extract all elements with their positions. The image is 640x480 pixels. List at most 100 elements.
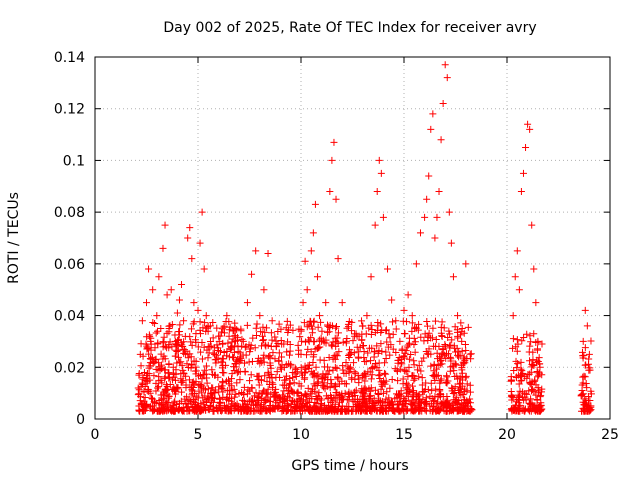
noise-mark (202, 327, 210, 335)
noise-mark (139, 407, 147, 415)
noise-mark (362, 330, 370, 338)
noise-mark (537, 399, 545, 407)
noise-mark (514, 396, 522, 404)
noise-mark (159, 343, 167, 351)
noise-mark (382, 327, 390, 335)
data-point (159, 244, 167, 252)
noise-mark (455, 406, 463, 414)
noise-mark (240, 383, 248, 391)
noise-mark (196, 318, 204, 326)
noise-mark (147, 346, 155, 354)
noise-mark (368, 365, 376, 373)
noise-mark (252, 389, 260, 397)
noise-mark (536, 393, 544, 401)
noise-mark (585, 366, 593, 374)
noise-mark (467, 350, 475, 358)
noise-mark (447, 355, 455, 363)
noise-mark (455, 348, 463, 356)
noise-mark (519, 369, 527, 377)
noise-mark (222, 317, 230, 325)
noise-mark (171, 387, 179, 395)
noise-mark (260, 351, 268, 359)
noise-mark (152, 399, 160, 407)
noise-mark (382, 354, 390, 362)
noise-mark (389, 345, 397, 353)
noise-mark (264, 385, 272, 393)
data-point (268, 317, 276, 325)
noise-mark (149, 318, 157, 326)
noise-mark (333, 352, 341, 360)
noise-mark (434, 371, 442, 379)
data-point (307, 247, 315, 255)
noise-mark (271, 388, 279, 396)
noise-mark (269, 383, 277, 391)
noise-mark (321, 363, 329, 371)
noise-mark (400, 352, 408, 360)
noise-mark (530, 330, 538, 338)
noise-mark (409, 388, 417, 396)
noise-mark (451, 397, 459, 405)
noise-mark (436, 353, 444, 361)
noise-mark (408, 319, 416, 327)
noise-mark (233, 369, 241, 377)
noise-mark (343, 324, 351, 332)
noise-mark (349, 397, 357, 405)
noise-mark (444, 350, 452, 358)
noise-mark (243, 390, 251, 398)
data-point (346, 363, 354, 371)
noise-mark (182, 372, 190, 380)
data-point (511, 273, 519, 281)
noise-mark (461, 399, 469, 407)
data-point (408, 312, 416, 320)
noise-mark (414, 402, 422, 410)
noise-mark (138, 379, 146, 387)
noise-mark (165, 360, 173, 368)
noise-mark (420, 354, 428, 362)
noise-mark (308, 322, 316, 330)
noise-mark (323, 321, 331, 329)
noise-mark (201, 319, 209, 327)
noise-mark (330, 394, 338, 402)
noise-mark (513, 364, 521, 372)
noise-mark (411, 375, 419, 383)
noise-mark (405, 363, 413, 371)
y-tick-label: 0.12 (54, 102, 85, 118)
noise-mark (208, 366, 216, 374)
noise-mark (230, 363, 238, 371)
noise-mark (272, 391, 280, 399)
noise-mark (280, 387, 288, 395)
noise-mark (534, 407, 542, 415)
noise-mark (303, 323, 311, 331)
data-point (231, 325, 239, 332)
noise-mark (394, 377, 402, 385)
noise-mark (521, 407, 529, 415)
noise-mark (324, 322, 332, 330)
noise-mark (221, 406, 229, 414)
y-tick-label: 0.1 (63, 153, 85, 169)
noise-mark (223, 348, 231, 356)
data-point (180, 317, 188, 325)
noise-mark (304, 384, 312, 392)
data-point (200, 265, 208, 273)
noise-mark (311, 345, 319, 353)
noise-mark (214, 354, 222, 362)
noise-mark (267, 390, 275, 398)
data-point (202, 312, 210, 320)
noise-mark (143, 375, 151, 383)
noise-mark (304, 361, 312, 369)
noise-mark (395, 353, 403, 361)
noise-mark (578, 348, 586, 356)
data-point (219, 368, 227, 376)
noise-mark (173, 359, 181, 367)
noise-mark (466, 388, 474, 396)
noise-mark (179, 366, 187, 374)
noise-mark (294, 341, 302, 349)
data-point (303, 286, 311, 294)
noise-mark (217, 348, 225, 356)
y-tick-label: 0 (76, 412, 85, 428)
noise-mark (209, 398, 217, 406)
noise-mark (580, 401, 588, 409)
noise-mark (338, 407, 346, 415)
noise-mark (392, 390, 400, 398)
noise-mark (169, 376, 177, 384)
